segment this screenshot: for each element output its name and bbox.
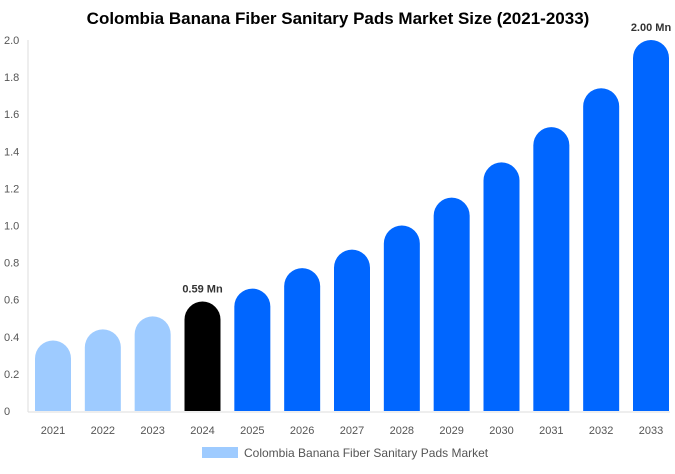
bar-2023[interactable] [134,316,171,411]
x-tick-label: 2031 [539,425,563,437]
x-tick-label: 2023 [140,425,164,437]
bar-2027[interactable] [334,249,370,411]
bar-2030[interactable] [483,162,520,411]
x-tick-label: 2030 [489,425,513,437]
data-label: 0.59 Mn [182,284,223,296]
x-tick-label: 2028 [390,425,414,437]
bar-2026[interactable] [284,268,321,411]
x-axis: 2021 2022 2023 2024 2025 2026 2027 2028 2029 2030… [28,411,670,437]
legend-label: Colombia Banana Fiber Sanitary Pads Mark… [244,446,489,460]
x-tick-label: 2024 [190,425,214,437]
x-tick-label: 2033 [639,425,663,437]
y-tick-label: 0.4 [4,332,19,344]
bar-2025[interactable] [234,288,271,411]
x-tick-label: 2029 [439,425,463,437]
bar-2033[interactable] [633,40,669,411]
bar-2022[interactable] [84,329,121,411]
y-tick-label: 1.6 [4,109,19,121]
y-tick-label: 2.0 [4,35,19,47]
bar-2021[interactable] [35,340,71,411]
data-label: 2.00 Mn [631,22,672,34]
bars: 0.59 Mn 2.00 Mn [35,22,671,411]
y-tick-label: 1.0 [4,221,19,233]
legend-swatch [202,447,238,458]
y-tick-label: 1.8 [4,72,19,84]
x-tick-label: 2022 [91,425,115,437]
y-tick-label: 0.6 [4,295,19,307]
x-tick-label: 2026 [290,425,314,437]
y-tick-label: 0 [4,406,10,418]
y-tick-label: 1.4 [4,146,19,158]
y-tick-label: 0.8 [4,258,19,270]
y-tick-label: 1.2 [4,183,19,195]
bar-2032[interactable] [583,88,620,411]
bar-2029[interactable] [433,197,470,411]
x-tick-label: 2032 [589,425,613,437]
bar-2024[interactable] [184,301,221,411]
y-tick-label: 0.2 [4,369,19,381]
x-tick-label: 2025 [240,425,264,437]
y-axis: 0 0.2 0.4 0.6 0.8 1.0 1.2 1.4 1.6 1.8 2.0 [4,35,29,418]
chart-title: Colombia Banana Fiber Sanitary Pads Mark… [87,9,590,28]
bar-2028[interactable] [383,225,420,412]
x-tick-label: 2021 [41,425,65,437]
bar-2031[interactable] [533,127,570,411]
legend[interactable]: Colombia Banana Fiber Sanitary Pads Mark… [202,446,489,460]
x-tick-label: 2027 [340,425,364,437]
